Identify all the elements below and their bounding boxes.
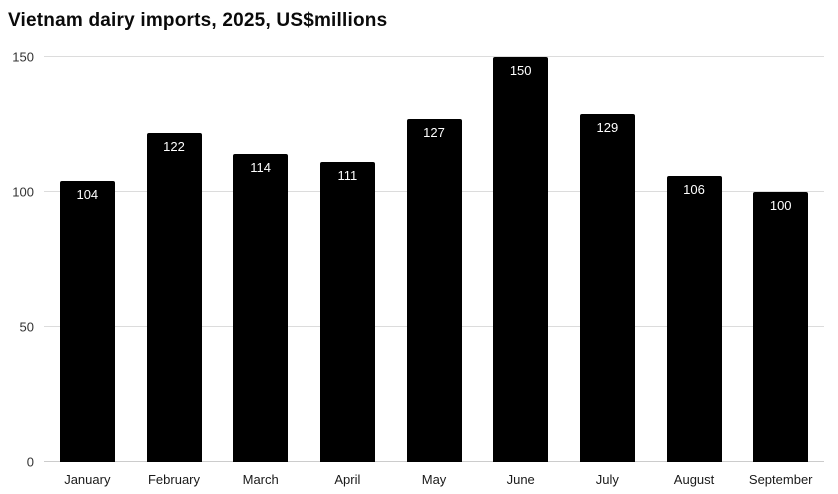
y-tick-label: 50 [19, 319, 34, 335]
bar-column: 104 January [44, 57, 131, 487]
bar: 100 [753, 192, 809, 462]
x-axis-label: March [242, 472, 279, 487]
x-axis-label: July [595, 472, 619, 487]
bar: 150 [493, 57, 549, 462]
y-tick-label: 100 [12, 184, 34, 200]
bar: 111 [319, 162, 375, 462]
y-tick-label: 150 [12, 49, 34, 65]
x-axis-label: April [334, 472, 361, 487]
gridline [44, 56, 824, 57]
bar: 114 [233, 154, 289, 462]
bar-column: 150 June [477, 57, 564, 487]
x-axis-label: January [64, 472, 111, 487]
bars-row: 104 January 122 February 114 March 111 April 127… [44, 57, 824, 487]
bar-column: 111 April [304, 57, 391, 487]
bar-value-label: 129 [596, 119, 619, 135]
chart-title: Vietnam dairy imports, 2025, US$millions [8, 10, 388, 31]
bar-column: 122 February [131, 57, 218, 487]
bar-value-label: 114 [250, 160, 272, 176]
bar-value-label: 111 [337, 168, 358, 184]
x-axis-label: May [421, 472, 447, 487]
bar: 104 [59, 181, 115, 462]
bar: 122 [146, 132, 202, 462]
y-tick-label: 0 [26, 454, 34, 470]
bar-column: 127 May [391, 57, 478, 487]
plot-area: 0 50 100 150 104 January 122 February 114 March 11… [12, 50, 824, 487]
bar-column: 129 July [564, 57, 651, 487]
bar-column: 100 September [737, 57, 824, 487]
bar-value-label: 104 [76, 187, 99, 203]
bar: 129 [579, 113, 635, 462]
bar-column: 114 March [217, 57, 304, 487]
bar-value-label: 150 [509, 63, 532, 78]
bar-value-label: 106 [683, 181, 705, 197]
bar: 127 [406, 119, 462, 462]
bar: 106 [666, 175, 722, 462]
x-axis-label: August [673, 472, 715, 487]
x-axis-label: June [506, 472, 535, 487]
bar-value-label: 122 [163, 138, 185, 154]
x-axis-label: February [147, 472, 201, 487]
bar-column: 106 August [651, 57, 738, 487]
bar-value-label: 100 [769, 198, 792, 214]
bar-value-label: 127 [423, 125, 445, 141]
x-axis-label: September [748, 472, 813, 487]
